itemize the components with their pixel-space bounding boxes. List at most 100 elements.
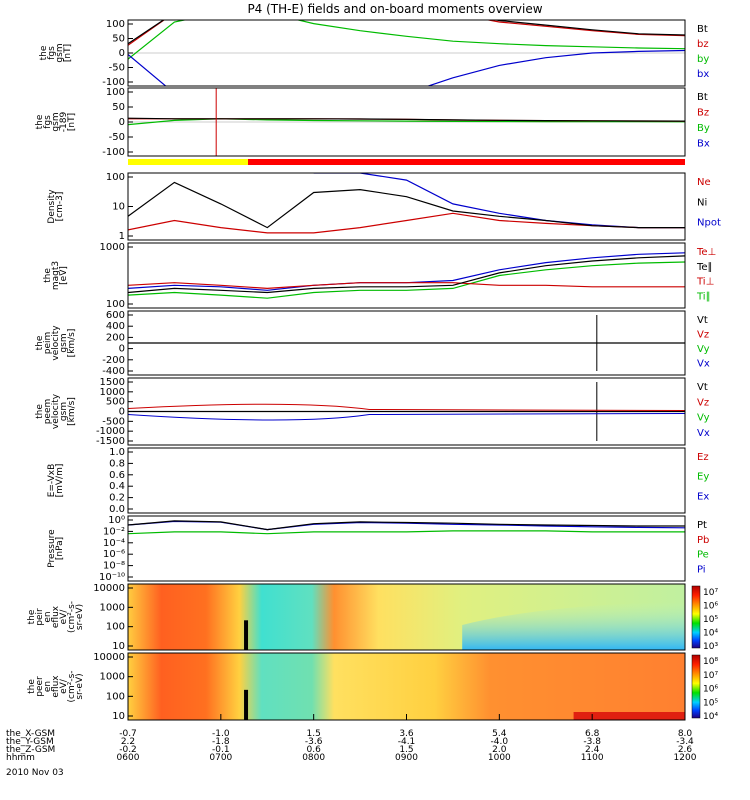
el_spec-colorbar-label: 10⁵: [703, 698, 718, 708]
trace-ti-perp: [128, 282, 685, 290]
el_spec-colorbar-label: 10⁸: [703, 657, 718, 667]
trace-bt: [128, 20, 685, 45]
x-column-value: 1.5: [399, 745, 413, 755]
x-column-value: 5.4: [492, 729, 507, 739]
ytick-label: 100: [106, 622, 125, 633]
ion_spec-colorbar-label: 10⁵: [703, 615, 718, 625]
legend-density-entry: Npot: [697, 218, 721, 229]
ytick-label: 1500: [100, 377, 125, 388]
ylabel-line: [nT]: [63, 44, 73, 62]
ytick-label: -400: [102, 366, 125, 377]
ytick-label: 0: [119, 117, 125, 128]
el_spec-spectrogram: [128, 653, 685, 720]
x-column-value: 2.0: [492, 745, 507, 755]
trace-vz: [128, 403, 685, 411]
ylabel-line: Pressure: [47, 529, 57, 568]
panel-el_spec-plot: [128, 653, 685, 720]
ylabel-line: Density: [47, 189, 57, 224]
x-column-value: -0.2: [119, 745, 137, 755]
ylabel-line: gsm: [55, 43, 65, 62]
trace-vx: [128, 413, 685, 421]
ylabel-line: sr-eV): [75, 673, 85, 699]
x-date-label: 2010 Nov 03: [6, 768, 64, 778]
ytick-label: 0: [119, 48, 125, 59]
ytick-label: 10: [112, 202, 125, 213]
ion_spec-colorbar-label: 10³: [703, 642, 718, 652]
ytick-label: -200: [102, 355, 125, 366]
ytick-label: 1: [119, 231, 125, 242]
mode-bar-fast: [248, 159, 685, 165]
ytick-label: 10⁻⁶: [103, 549, 125, 560]
x-column-value: 0600: [117, 753, 140, 763]
panel-efield-ylabel: E=-VxB[mV/m]: [47, 464, 65, 498]
ylabel-line: eV/: [59, 678, 69, 694]
x-column-value: 1.5: [307, 729, 321, 739]
panel-pressure-frame: [127, 515, 686, 582]
panel-vel1-plot: [128, 315, 685, 371]
x-row-label: the_Y-GSM: [6, 737, 54, 747]
legend-fgs-entry: bz: [697, 39, 709, 50]
panels-group: 100500-50-100thefgsgsm[nT]Btbzbybx100500…: [27, 19, 721, 722]
panel-ion_spec-frame: [127, 583, 686, 651]
legend-pressure-entry: Pe: [697, 550, 709, 561]
ylabel-line: -189: [59, 112, 69, 133]
ytick-label: -1000: [96, 426, 125, 437]
legend-efield-entry: Ex: [697, 491, 709, 502]
x-column-value: 0700: [209, 753, 232, 763]
panel-fgs2-plot: [128, 88, 685, 156]
x-column-value: 1000: [488, 753, 511, 763]
legend-vel2-entry: Vt: [697, 382, 708, 393]
el_spec-colorbar-label: 10⁴: [703, 712, 718, 722]
trace-by: [128, 20, 685, 60]
ylabel-line: [cm-3]: [55, 192, 65, 222]
ytick-label: 600: [106, 310, 125, 321]
ytick-label: 50: [112, 34, 125, 45]
el_spec-colorbar: [691, 654, 701, 719]
trace-bx: [128, 49, 685, 86]
legend-temp-entry: Ti⊥: [696, 277, 714, 288]
x-column-value: 0800: [302, 753, 325, 763]
ytick-label: -100: [102, 147, 125, 158]
legend-fgs-entry: by: [697, 54, 709, 65]
ytick-label: 10: [112, 711, 125, 722]
ytick-label: 10⁻⁸: [103, 561, 125, 572]
panel-pressure-plot: [128, 520, 685, 535]
ytick-label: 400: [106, 321, 125, 332]
ytick-label: 10: [112, 641, 125, 652]
legend-vel2-entry: Vz: [697, 397, 709, 408]
legend-temp-entry: Te⊥: [696, 247, 716, 258]
ylabel-line: en: [43, 681, 53, 692]
x-column-value: -3.8: [583, 737, 601, 747]
trace-bz: [128, 20, 685, 46]
legend-vel1-entry: Vz: [697, 330, 709, 341]
el-spec-low-energy-band: [573, 712, 685, 720]
ylabel-line: [eV]: [59, 266, 69, 285]
x-row-label: the_Z-GSM: [6, 745, 55, 755]
x-row-label: hhmm: [6, 753, 35, 763]
ylabel-line: peim: [43, 332, 53, 355]
trace-pt: [128, 520, 685, 531]
ytick-label: 0.6: [109, 470, 125, 481]
panel-ion_spec-plot: [128, 584, 685, 650]
ylabel-line: magt3: [51, 261, 61, 290]
ytick-label: 10⁻⁴: [103, 538, 125, 549]
legend-temp-entry: Te∥: [696, 262, 713, 273]
x-column-value: 2.6: [678, 745, 693, 755]
ytick-label: 0.2: [109, 493, 125, 504]
ytick-label: 10⁰: [108, 515, 125, 526]
ylabel-line: [km/s]: [67, 397, 77, 426]
ylabel-line: [mV/m]: [55, 464, 65, 498]
ylabel-line: gsm: [59, 333, 69, 352]
ytick-label: 0: [119, 344, 125, 355]
ytick-label: 200: [106, 332, 125, 343]
ylabel-line: velocity: [51, 325, 61, 361]
ytick-label: 1.0: [109, 447, 125, 458]
panel-fgs-plot: [128, 20, 685, 86]
ylabel-line: fgs: [43, 115, 53, 129]
legend-fgs2-entry: By: [697, 123, 710, 134]
